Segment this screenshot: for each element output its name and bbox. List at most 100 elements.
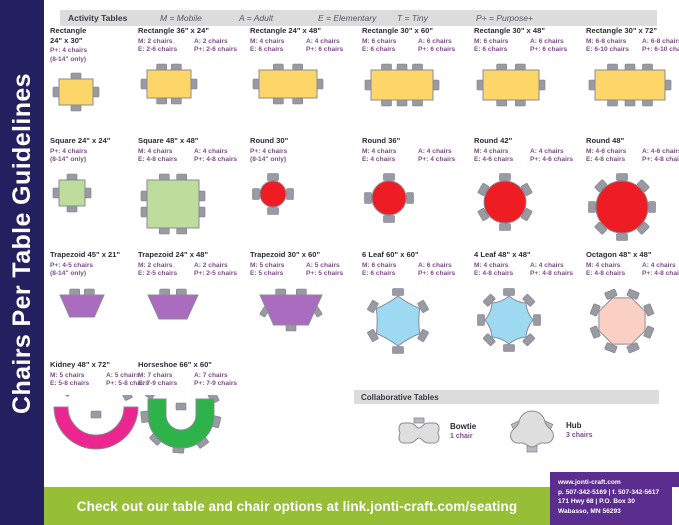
- table-specs: M: 4-6 chairs A: 4-6 chairs E: 4-8 chairs P…: [586, 148, 679, 165]
- spec-line: A: 7 chairs: [194, 371, 228, 379]
- table-card-rect-30x60[interactable]: Rectangle 30" x 60" M: 6 chairs A: 6 chair…: [362, 26, 474, 109]
- spec-line: E: 4-8 chairs: [586, 156, 626, 164]
- spec-line: E: 5-8 chairs: [50, 380, 90, 388]
- spec-line: A: 5 chairs: [306, 261, 340, 269]
- spec-line: E: 4-8 chairs: [138, 156, 178, 164]
- table-name: 4 Leaf 48" x 48": [474, 250, 531, 259]
- collab-name: Hub: [566, 420, 582, 430]
- spec-line: M: 5 chairs: [250, 261, 285, 269]
- table-specs: M: 4 chairs A: 4 chairs E: 4-6 chairs P+: 4…: [474, 148, 586, 165]
- spec-line: A: 2 chairs: [194, 37, 228, 45]
- table-name: Rectangle 30" x 48": [474, 26, 545, 35]
- table-name: Octagon 48" x 48": [586, 250, 652, 259]
- spec-line: P+: 4-8 chairs: [642, 156, 679, 164]
- table-specs: M: 6 chairs A: 6 chairs E: 6 chairs P+: 6 c…: [362, 262, 474, 279]
- legend-title: Activity Tables: [68, 13, 128, 23]
- title-sidebar: Chairs Per Table Guidelines: [0, 0, 44, 487]
- main-content: Activity Tables M = Mobile A = Adult E =…: [44, 0, 679, 525]
- collab-chairs: 1 chair: [450, 432, 473, 440]
- legend-item-tiny: T = Tiny: [397, 13, 428, 23]
- spec-line: M: 6 chairs: [474, 37, 509, 45]
- table-figure-round-md: [362, 171, 474, 225]
- contact-website[interactable]: www.jonti-craft.com: [558, 479, 621, 486]
- table-figure-round-xl: [586, 171, 679, 243]
- spec-line: P+: 4-6 chairs: [530, 156, 574, 164]
- spec-line: E: 4 chairs: [362, 156, 396, 164]
- table-card-rect-30x72[interactable]: Rectangle 30" x 72" M: 6-8 chairs A: 6-8 c…: [586, 26, 679, 109]
- spec-line: M: 4 chairs: [138, 147, 173, 155]
- table-card-leaf4-48x48[interactable]: 4 Leaf 48" x 48" M: 4 chairs A: 4 chairs E:…: [474, 250, 586, 355]
- table-card-square-48[interactable]: Square 48" x 48" M: 4 chairs A: 4 chairs E:…: [138, 136, 250, 237]
- table-figure-leaf6: [362, 285, 474, 357]
- contact-city: Wabasso, MN 56293: [558, 507, 621, 515]
- table-name: Trapezoid 24" x 48": [138, 250, 209, 259]
- table-name: Kidney 48" x 72": [50, 360, 110, 369]
- spec-line: P+: 6 chairs: [306, 46, 344, 54]
- table-figure-rect-wide8: [362, 61, 474, 109]
- table-figure-square-lg: [138, 171, 250, 237]
- table-figure-round-lg: [474, 171, 586, 233]
- spec-line: A: 4 chairs: [418, 147, 452, 155]
- table-card-round-48[interactable]: Round 48" M: 4-6 chairs A: 4-6 chairs E: 4-…: [586, 136, 679, 243]
- table-specs: M: 4 chairs A: 4 chairs E: 4-8 chairs P+: 4…: [586, 262, 679, 279]
- collab-name: Bowtie: [450, 421, 477, 431]
- footer-cta-banner[interactable]: Check out our table and chair options at…: [44, 487, 550, 525]
- spec-line: P+: 6 chairs: [418, 46, 456, 54]
- table-specs: M: 6 chairs A: 6 chairs E: 6 chairs P+: 6 c…: [362, 38, 474, 55]
- table-card-round-36[interactable]: Round 36" M: 4 chairs A: 4 chairs E: 4 chai…: [362, 136, 474, 225]
- table-card-square-24[interactable]: Square 24" x 24" P+: 4 chairs (8-14" only): [50, 136, 110, 215]
- table-name: Rectangle 30" x 72": [586, 26, 657, 35]
- spec-line: E: 6-10 chairs: [586, 46, 629, 54]
- table-card-octagon-48x48[interactable]: Octagon 48" x 48" M: 4 chairs A: 4 chairs E…: [586, 250, 679, 357]
- spec-line: P+: 4 chairs: [418, 156, 456, 164]
- table-card-kidney-48x72[interactable]: Kidney 48" x 72" M: 5 chairs A: 5 chairs E:…: [50, 360, 162, 453]
- spec-line: M: 4 chairs: [586, 261, 621, 269]
- table-card-round-42[interactable]: Round 42" M: 4 chairs A: 4 chairs E: 4-6 ch…: [474, 136, 586, 233]
- table-figure-square-sm: [50, 171, 110, 215]
- collab-item-hub: Hub 3 chairs: [506, 404, 592, 456]
- table-card-trap-45x21[interactable]: Trapezoid 45" x 21" P+: 4-5 chairs (8-14" …: [50, 250, 120, 327]
- table-name: Horseshoe 66" x 60": [138, 360, 212, 369]
- table-figure-trap-sm: [50, 285, 120, 327]
- collab-item-bowtie: Bowtie 1 chair: [396, 412, 476, 450]
- table-note: P+: 4 chairs (8-14" only): [50, 47, 88, 63]
- collab-chairs: 3 chairs: [566, 431, 593, 439]
- spec-line: A: 5 chairs: [106, 371, 140, 379]
- table-name: Round 36": [362, 136, 401, 145]
- collaborative-bar: Collaborative Tables: [354, 390, 659, 404]
- table-card-leaf6-60x60[interactable]: 6 Leaf 60" x 60" M: 6 chairs A: 6 chairs E:…: [362, 250, 474, 357]
- spec-line: M: 4 chairs: [362, 147, 397, 155]
- spec-line: M: 4 chairs: [474, 261, 509, 269]
- spec-line: E: 6 chairs: [362, 270, 396, 278]
- spec-line: P+: 6-10 chairs: [642, 46, 679, 54]
- spec-line: P+: 5-8 chairs: [106, 380, 150, 388]
- table-specs: M: 4 chairs A: 4 chairs E: 6 chairs P+: 6 c…: [250, 38, 362, 55]
- table-card-rect-36x24[interactable]: Rectangle 36" x 24" M: 2 chairs A: 2 chair…: [138, 26, 250, 107]
- table-figure-trap-md: [138, 285, 250, 329]
- spec-line: M: 6 chairs: [362, 37, 397, 45]
- spec-line: A: 6 chairs: [418, 261, 452, 269]
- table-card-rect-24x30[interactable]: Rectangle 24" x 30" P+: 4 chairs (8-14" onl…: [50, 26, 102, 114]
- table-figure-rect-wide6: [250, 61, 362, 107]
- table-card-trap-24x48[interactable]: Trapezoid 24" x 48" M: 2 chairs A: 2 chair…: [138, 250, 250, 329]
- spec-line: A: 6-8 chairs: [642, 37, 679, 45]
- table-figure-octagon: [586, 285, 679, 357]
- table-figure-round-sm: [250, 171, 296, 217]
- spec-line: P+: 4-8 chairs: [642, 270, 679, 278]
- table-card-trap-30x60[interactable]: Trapezoid 30" x 60" M: 5 chairs A: 5 chair…: [250, 250, 362, 343]
- legend-item-purpose: P+ = Purpose+: [476, 13, 533, 23]
- corner-spacer: [672, 487, 679, 525]
- spec-line: P+: 6 chairs: [418, 270, 456, 278]
- table-figure-trap-lg: [250, 285, 362, 343]
- spec-line: E: 6 chairs: [250, 46, 284, 54]
- table-specs: M: 4 chairs A: 4 chairs E: 4-8 chairs P+: 4…: [474, 262, 586, 279]
- table-card-round-30[interactable]: Round 30" P+: 4 chairs (8-14" only): [250, 136, 296, 217]
- spec-line: M: 4-6 chairs: [586, 147, 627, 155]
- spec-line: M: 4 chairs: [474, 147, 509, 155]
- table-card-rect-24x48[interactable]: Rectangle 24" x 48" M: 4 chairs A: 4 chair…: [250, 26, 362, 107]
- table-note: P+: 4 chairs (8-14" only): [250, 147, 288, 164]
- table-card-horseshoe-66x60[interactable]: Horseshoe 66" x 60" M: 7 chairs A: 7 chair…: [138, 360, 250, 455]
- hub-figure: [506, 408, 558, 456]
- table-card-rect-30x48[interactable]: Rectangle 30" x 48" M: 6 chairs A: 6 chair…: [474, 26, 586, 109]
- table-figure-rect-wide6b: [474, 61, 586, 109]
